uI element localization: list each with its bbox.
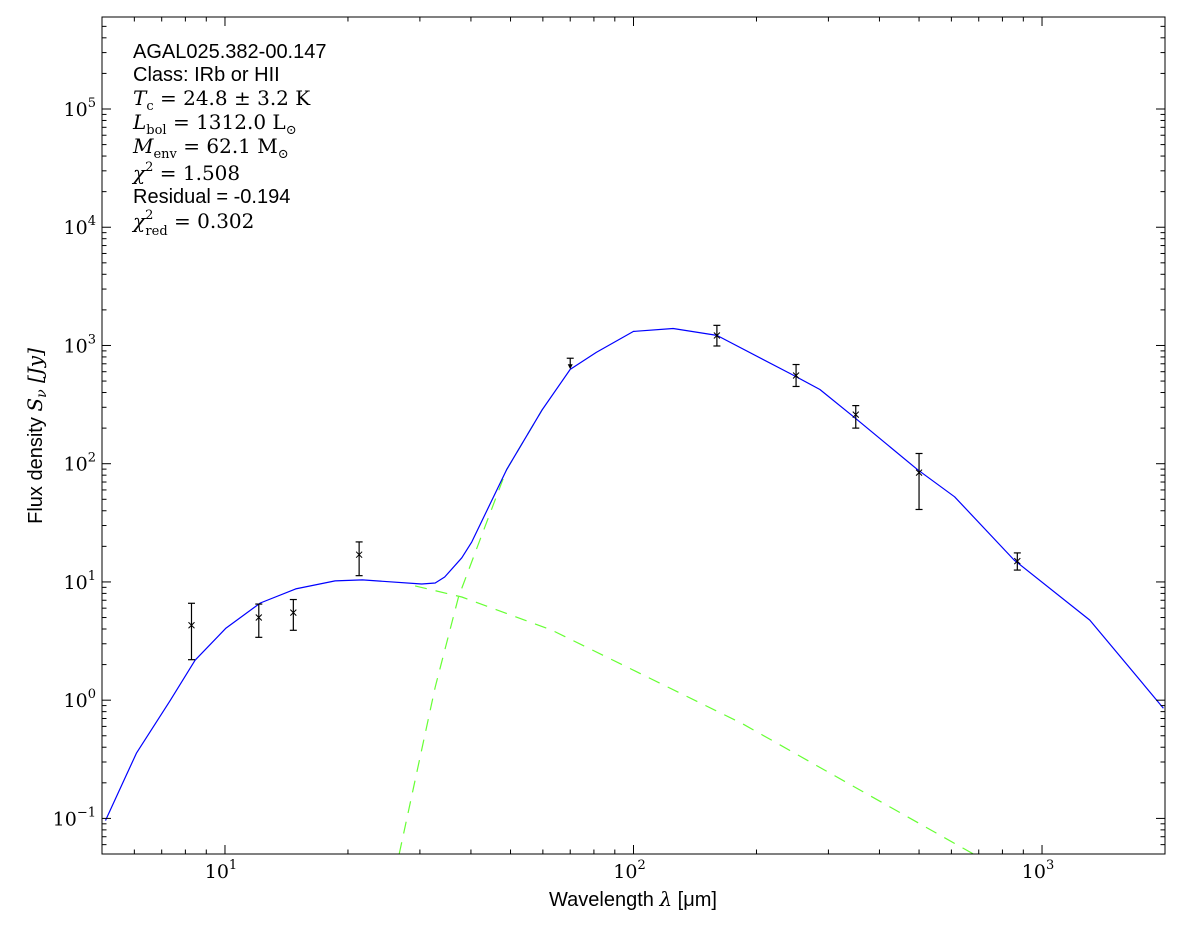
annotation-line: Menv = 62.1 M⊙	[132, 134, 289, 162]
y-axis-label: Flux density Sν [Jy]	[23, 348, 50, 524]
tick-base: 10	[64, 217, 88, 239]
annotation-sup: 2	[145, 208, 153, 223]
tick-exponent: −1	[77, 805, 96, 820]
annotation-value: = 62.1 M	[177, 134, 278, 158]
data-point	[255, 603, 263, 638]
annotation-sub: bol	[146, 123, 166, 138]
x-tick-label: 102	[613, 858, 645, 883]
annotation-value: = 1312.0 L	[167, 110, 286, 134]
y-tick-label: 105	[64, 96, 96, 121]
y-tick-label: 103	[64, 332, 96, 357]
x-marker	[792, 372, 800, 379]
tick-base: 10	[64, 335, 88, 357]
tick-exponent: 4	[88, 214, 96, 229]
annotation-line: χ2 = 1.508	[131, 160, 240, 185]
annotation-main: T	[133, 86, 148, 110]
annotation-main: Class: IRb or HII	[133, 64, 280, 86]
x-marker	[188, 621, 195, 629]
tick-base: 10	[64, 572, 88, 594]
data-point	[792, 363, 800, 388]
y-tick-label: 101	[64, 569, 96, 594]
annotation-main: Residual = -0.194	[133, 186, 290, 208]
annotation-line: χ2 red = 0.302	[131, 208, 254, 239]
data-point	[852, 405, 860, 429]
x-marker	[255, 614, 263, 621]
tick-base: 10	[64, 690, 88, 712]
tick-exponent: 2	[637, 858, 645, 873]
points-layer	[187, 324, 1021, 661]
y-tick-label: 104	[64, 214, 96, 239]
annotation-main: χ	[131, 209, 147, 233]
tick-base: 10	[53, 808, 77, 830]
y-tick-label: 100	[64, 687, 96, 712]
data-point	[355, 541, 363, 577]
tick-exponent: 5	[88, 96, 96, 111]
annotation-sub: c	[146, 99, 153, 114]
x-marker	[713, 332, 721, 339]
x-marker	[852, 411, 860, 418]
tick-exponent: 2	[88, 451, 96, 466]
tick-base: 10	[205, 861, 229, 883]
y-tick-label: 102	[64, 451, 96, 476]
annotation-main: M	[132, 134, 154, 158]
annotation-line: Lbol = 1312.0 L⊙	[132, 110, 297, 138]
annotation-main: χ	[131, 161, 147, 185]
tick-exponent: 1	[88, 569, 96, 584]
model-total-line	[104, 327, 1164, 821]
series-layer	[104, 327, 1164, 854]
arrow-down-icon	[567, 364, 573, 370]
tick-base: 10	[1022, 861, 1046, 883]
x-marker	[915, 469, 923, 477]
tick-exponent: 3	[88, 332, 96, 347]
data-point	[713, 324, 721, 347]
annotation-value: = 1.508	[153, 161, 240, 185]
annotation-value: = 24.8 ± 3.2 K	[154, 86, 312, 110]
annotation-sub: env	[153, 147, 177, 162]
annotation-sub: ⊙	[286, 123, 297, 138]
annotation-sup: 2	[145, 160, 153, 175]
data-point	[1013, 552, 1021, 571]
annotation-line: AGAL025.382-00.147	[133, 41, 327, 63]
data-point	[915, 452, 923, 511]
tick-exponent: 0	[88, 687, 96, 702]
x-marker	[355, 551, 363, 559]
x-axis-label: Wavelength λ [μm]	[549, 887, 717, 911]
annotation-sub: red	[145, 224, 167, 239]
annotation-main: AGAL025.382-00.147	[133, 41, 327, 63]
x-marker	[1013, 557, 1021, 565]
annotation-sub: ⊙	[278, 147, 289, 162]
tick-exponent: 1	[229, 858, 237, 873]
annotation-value: = 0.302	[168, 209, 255, 233]
x-tick-label: 103	[1022, 858, 1054, 883]
x-marker	[289, 609, 297, 616]
annotation-line: Tc = 24.8 ± 3.2 K	[133, 86, 311, 114]
tick-base: 10	[64, 454, 88, 476]
model-component-line	[414, 585, 975, 854]
x-tick-label: 101	[205, 858, 237, 883]
upper-limit	[566, 357, 574, 370]
tick-exponent: 3	[1046, 858, 1054, 873]
model-component-line	[398, 409, 543, 854]
y-tick-label: 10−1	[53, 805, 96, 830]
annotation-line: Class: IRb or HII	[133, 64, 280, 86]
tick-base: 10	[613, 861, 637, 883]
data-point	[187, 602, 195, 661]
data-point	[289, 598, 297, 631]
annotation-main: L	[132, 110, 146, 134]
annotation-line: Residual = -0.194	[133, 186, 290, 208]
tick-base: 10	[64, 99, 88, 121]
